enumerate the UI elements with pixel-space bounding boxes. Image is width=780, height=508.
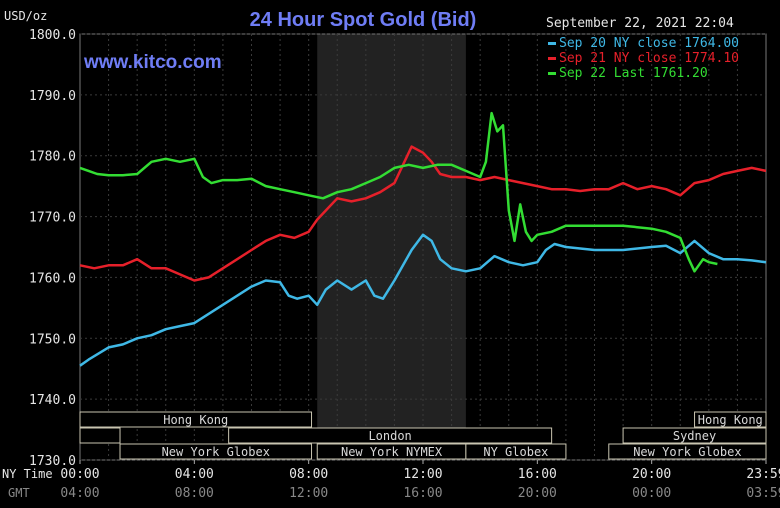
gmt-tick-label: 16:00 bbox=[403, 486, 442, 501]
y-tick-label: 1760.0 bbox=[29, 271, 76, 286]
ny-time-tick-label: 16:00 bbox=[518, 467, 557, 482]
ny-time-tick-label: 00:00 bbox=[60, 467, 99, 482]
series-line bbox=[79, 145, 767, 282]
ny-time-tick-label: 20:00 bbox=[632, 467, 671, 482]
gmt-tick-label: 20:00 bbox=[518, 486, 557, 501]
session-bar-label: Hong Kong bbox=[163, 413, 228, 427]
session-bar bbox=[694, 411, 767, 428]
ny-time-tick-label: 12:00 bbox=[403, 467, 442, 482]
y-tick-label: 1740.0 bbox=[29, 393, 76, 408]
chart-title: 24 Hour Spot Gold (Bid) bbox=[250, 9, 477, 31]
legend-swatch bbox=[548, 72, 556, 75]
gmt-tick-label: 08:00 bbox=[175, 486, 214, 501]
y-tick-label: 1770.0 bbox=[29, 211, 76, 226]
series-line bbox=[79, 233, 767, 367]
timestamp: September 22, 2021 22:04 bbox=[546, 16, 734, 31]
session-bar bbox=[622, 427, 767, 444]
legend-swatch bbox=[548, 42, 556, 45]
ny-time-tick-label: 04:00 bbox=[175, 467, 214, 482]
legend-entry: Sep 21 NY close 1774.10 bbox=[559, 51, 739, 66]
series-line bbox=[79, 111, 718, 273]
legend-entry: Sep 20 NY close 1764.00 bbox=[559, 36, 739, 51]
legend-swatch bbox=[548, 57, 556, 60]
session-bar-label: Sydney bbox=[673, 429, 716, 443]
gmt-tick-label: 00:00 bbox=[632, 486, 671, 501]
session-bar-label: New York Globex bbox=[162, 445, 270, 459]
legend-entry: Sep 22 Last 1761.20 bbox=[559, 66, 708, 81]
session-bar bbox=[465, 443, 567, 460]
session-bar bbox=[608, 443, 767, 460]
session-bar-label: London bbox=[368, 429, 411, 443]
shaded-session-region bbox=[317, 34, 466, 460]
ny-time-tick-label: 23:59 bbox=[746, 467, 780, 482]
unit-label: USD/oz bbox=[4, 9, 47, 23]
ny-time-tick-label: 08:00 bbox=[289, 467, 328, 482]
y-tick-label: 1790.0 bbox=[29, 89, 76, 104]
session-bar bbox=[228, 427, 553, 444]
y-tick-label: 1750.0 bbox=[29, 332, 76, 347]
session-bar bbox=[79, 411, 313, 428]
session-bar-label: New York Globex bbox=[633, 445, 741, 459]
gmt-tick-label: 04:00 bbox=[60, 486, 99, 501]
session-bar bbox=[119, 443, 313, 460]
y-tick-label: 1730.0 bbox=[29, 454, 76, 469]
gmt-tick-label: 12:00 bbox=[289, 486, 328, 501]
gmt-tick-label: 03:59 bbox=[746, 486, 780, 501]
session-bar bbox=[79, 427, 121, 444]
session-bar-label: Hong Kong bbox=[698, 413, 763, 427]
watermark-url: www.kitco.com bbox=[83, 52, 222, 73]
ny-time-axis-label: NY Time bbox=[2, 467, 53, 481]
session-bar-label: New York NYMEX bbox=[341, 445, 443, 459]
gmt-axis-label: GMT bbox=[8, 486, 30, 500]
session-bar-label: NY Globex bbox=[483, 445, 548, 459]
y-tick-label: 1800.0 bbox=[29, 28, 76, 43]
y-tick-label: 1780.0 bbox=[29, 150, 76, 165]
